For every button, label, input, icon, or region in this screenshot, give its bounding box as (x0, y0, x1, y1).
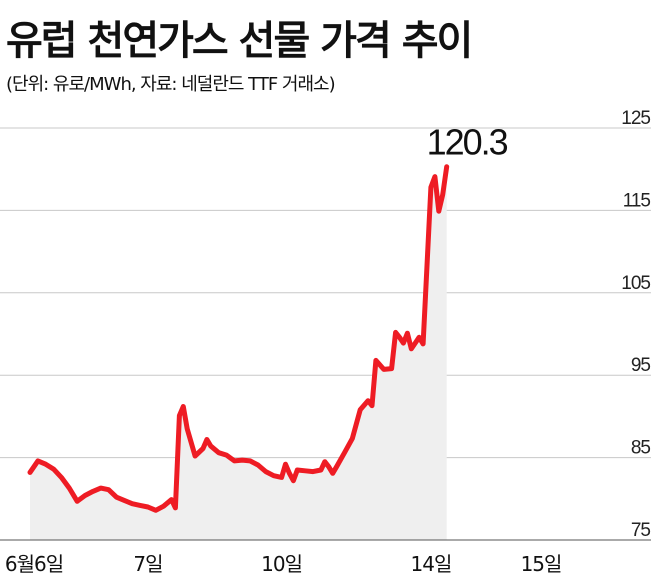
last-value-label: 120.3 (427, 122, 508, 163)
chart-title: 유럽 천연가스 선물 가격 추이 (6, 18, 473, 64)
x-tick-label: 7일 (133, 552, 162, 576)
area-fill (30, 166, 447, 540)
y-tick-label: 85 (631, 438, 651, 459)
y-tick-label: 75 (631, 520, 651, 541)
x-tick-label: 6월6일 (5, 552, 63, 576)
x-tick-label: 14일 (411, 552, 452, 576)
y-tick-labels: 125 115 105 95 85 75 (621, 108, 651, 541)
x-tick-label: 15일 (521, 552, 562, 576)
price-line (27, 164, 450, 513)
y-tick-label: 125 (621, 108, 650, 129)
chart-subtitle: (단위: 유로/MWh, 자료: 네덜란드 TTF 거래소) (6, 74, 336, 95)
y-tick-label: 115 (623, 190, 651, 211)
x-tick-labels: 6월6일 7일 10일 14일 15일 (5, 552, 563, 576)
y-tick-label: 105 (621, 273, 650, 294)
x-tick-label: 10일 (261, 552, 302, 576)
grid-lines (0, 127, 651, 459)
y-tick-label: 95 (631, 355, 651, 376)
